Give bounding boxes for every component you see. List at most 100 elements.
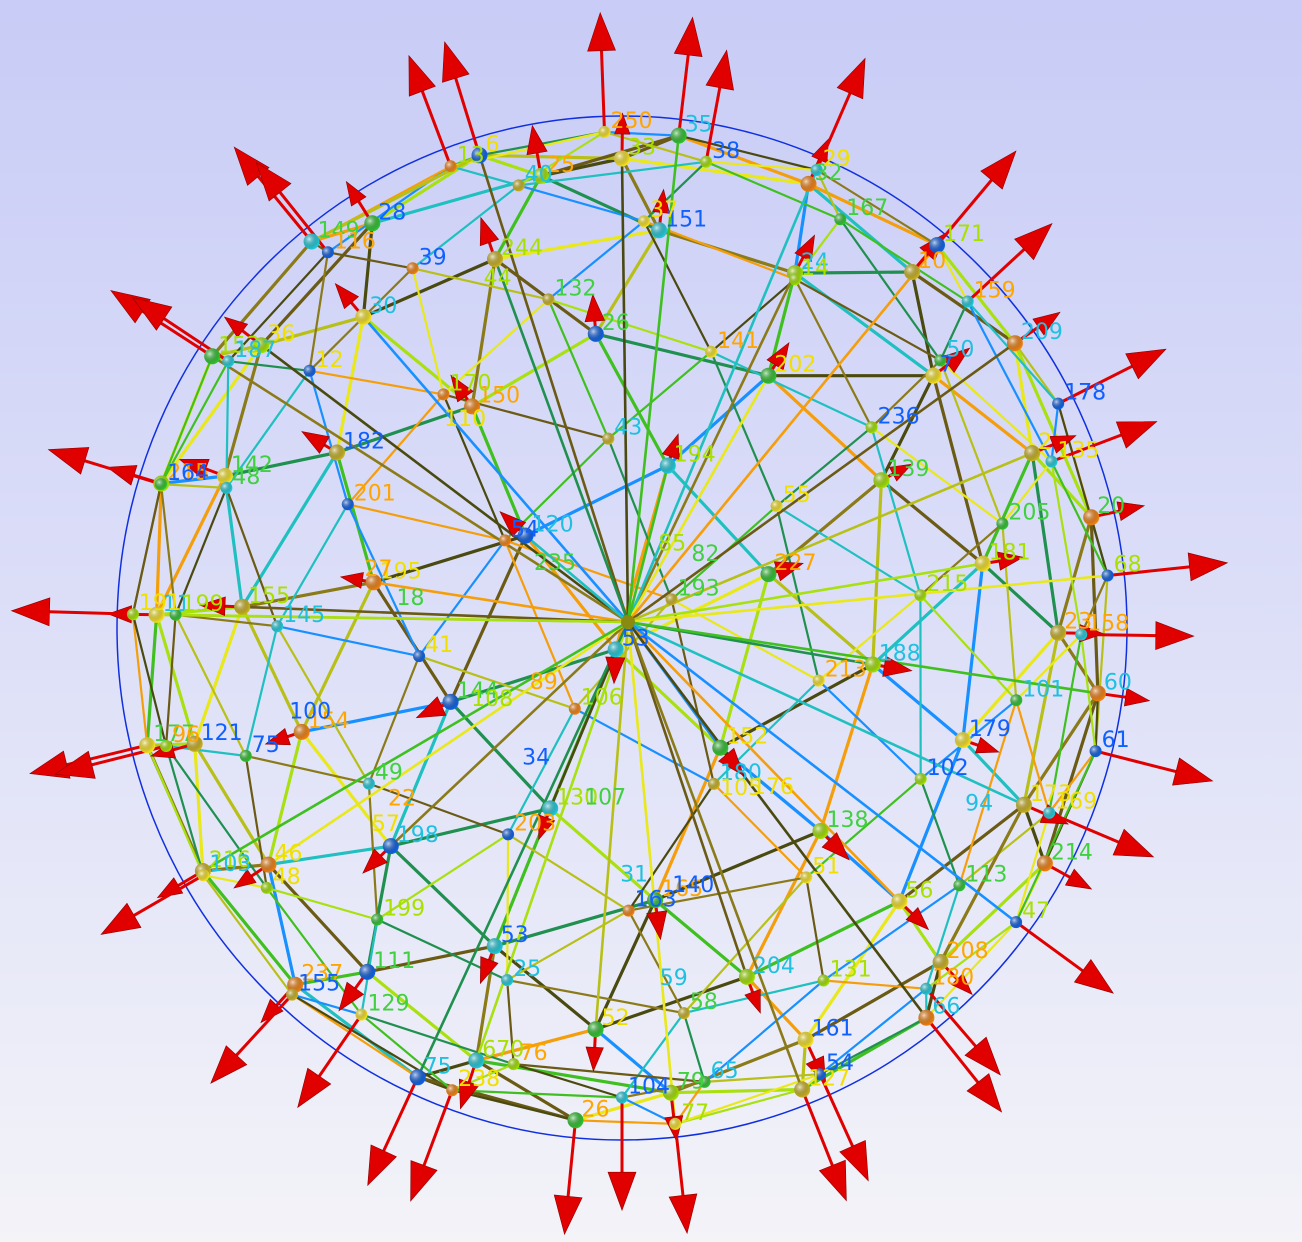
hub-spoke (524, 534, 629, 623)
vertex-label: 26 (582, 1097, 610, 1122)
mesh-edge (308, 251, 329, 372)
vertex-label: 139 (887, 457, 929, 482)
mesh-edge (677, 134, 811, 186)
mesh-edge (1001, 522, 1018, 702)
mesh-edge (805, 777, 922, 879)
mesh-vertex (665, 593, 678, 606)
mesh-edge (451, 1089, 624, 1099)
mesh-edge (266, 730, 304, 867)
mesh-edge (193, 605, 244, 746)
mesh-edge (548, 806, 657, 902)
mesh-edge (202, 874, 294, 996)
mesh-vertex (359, 963, 376, 980)
vertex-label: 38 (712, 139, 740, 164)
vertex-label: 155 (298, 972, 340, 997)
mesh-edge (155, 613, 197, 746)
mesh-edge (919, 594, 1018, 702)
vertex-label: 24 (801, 250, 829, 275)
hub-spoke (416, 621, 630, 1078)
vertex-label: 238 (458, 1067, 500, 1092)
mesh-edge (682, 1011, 706, 1084)
mesh-edge (266, 862, 297, 987)
hub-spoke (626, 135, 680, 623)
normal-arrow (1081, 621, 1195, 651)
mesh-edge (225, 360, 230, 489)
mesh-edge (674, 1073, 822, 1126)
vertex-label: 2 (1038, 430, 1052, 455)
mesh-vertex (216, 468, 233, 484)
vertex-label: 7 (940, 353, 954, 378)
vertex-label: 203 (514, 811, 556, 836)
mesh-edge (1050, 460, 1109, 577)
mesh-vertex (760, 566, 777, 583)
vertex-label: 135 (1058, 439, 1100, 464)
mesh-edge (712, 782, 808, 879)
mesh-edge (165, 613, 177, 748)
vertex-label: 204 (753, 954, 795, 979)
vertex-label: 250 (611, 109, 653, 134)
mesh-edge (244, 754, 370, 785)
mesh-edge (174, 613, 279, 628)
mesh-vertex (471, 147, 488, 164)
mesh-vertex (486, 938, 503, 955)
vertex-label: 152 (726, 725, 768, 750)
vertex-label: 110 (444, 407, 486, 432)
mesh-edge (704, 160, 818, 172)
mesh-edge (159, 474, 227, 486)
hub-spoke (627, 451, 1033, 624)
vertex-label: 214 (1051, 840, 1093, 865)
vertex-label: 25 (547, 153, 575, 178)
vertex-label: 101 (1022, 677, 1064, 702)
mesh-edge (227, 360, 311, 372)
hub-spoke (267, 620, 629, 866)
hub-spoke (242, 605, 629, 624)
hub-spoke (627, 620, 1099, 695)
mesh-edge (677, 134, 818, 172)
mesh-edge (870, 426, 1004, 525)
mesh-edge (910, 270, 1017, 345)
vertex-label: 171 (943, 222, 985, 247)
mesh-vertex (587, 1021, 604, 1038)
vertex-label: 35 (685, 113, 713, 138)
mesh-edge (361, 315, 474, 408)
mesh-vertex (961, 295, 974, 308)
mesh-vertex (700, 155, 713, 168)
mesh-edge (793, 271, 936, 378)
mesh-vertex (712, 739, 729, 756)
mesh-vertex (914, 772, 927, 785)
hub-spoke (627, 620, 1017, 924)
vertex-label: 154 (308, 709, 350, 734)
vertex-label: 227 (775, 551, 817, 576)
hub-spoke (260, 344, 629, 624)
normal-arrow (925, 1016, 1003, 1113)
mesh-edge (539, 134, 681, 178)
mesh-edge (376, 833, 510, 921)
vertex-label: 169 (1055, 790, 1097, 815)
mesh-vertex (487, 251, 503, 268)
mesh-edge (593, 1027, 673, 1095)
mesh-vertex (891, 893, 908, 910)
mesh-edge (775, 505, 922, 597)
mesh-vertex (169, 608, 182, 621)
mesh-vertex (904, 264, 921, 280)
mesh-vertex (542, 800, 559, 817)
hub-spoke (627, 562, 983, 624)
vertex-label: 193 (678, 576, 720, 601)
mesh-edge (822, 979, 928, 990)
mesh-edge (159, 343, 263, 486)
vertex-label: 27 (365, 557, 393, 582)
mesh-edge (897, 803, 1026, 904)
mesh-vertex (925, 367, 942, 384)
normal-arrow (966, 223, 1053, 303)
hub-spoke (475, 621, 630, 1061)
mesh-vertex (638, 215, 651, 228)
vertex-label: 32 (815, 161, 843, 186)
mesh-vertex (954, 732, 971, 749)
mesh-vertex (468, 1052, 485, 1069)
mesh-vertex (1083, 509, 1100, 526)
vertex-label: 106 (581, 686, 623, 711)
mesh-edge (477, 153, 543, 178)
mesh-vertex (286, 988, 299, 1001)
mesh-edge (201, 869, 297, 987)
mesh-vertex (873, 472, 890, 489)
